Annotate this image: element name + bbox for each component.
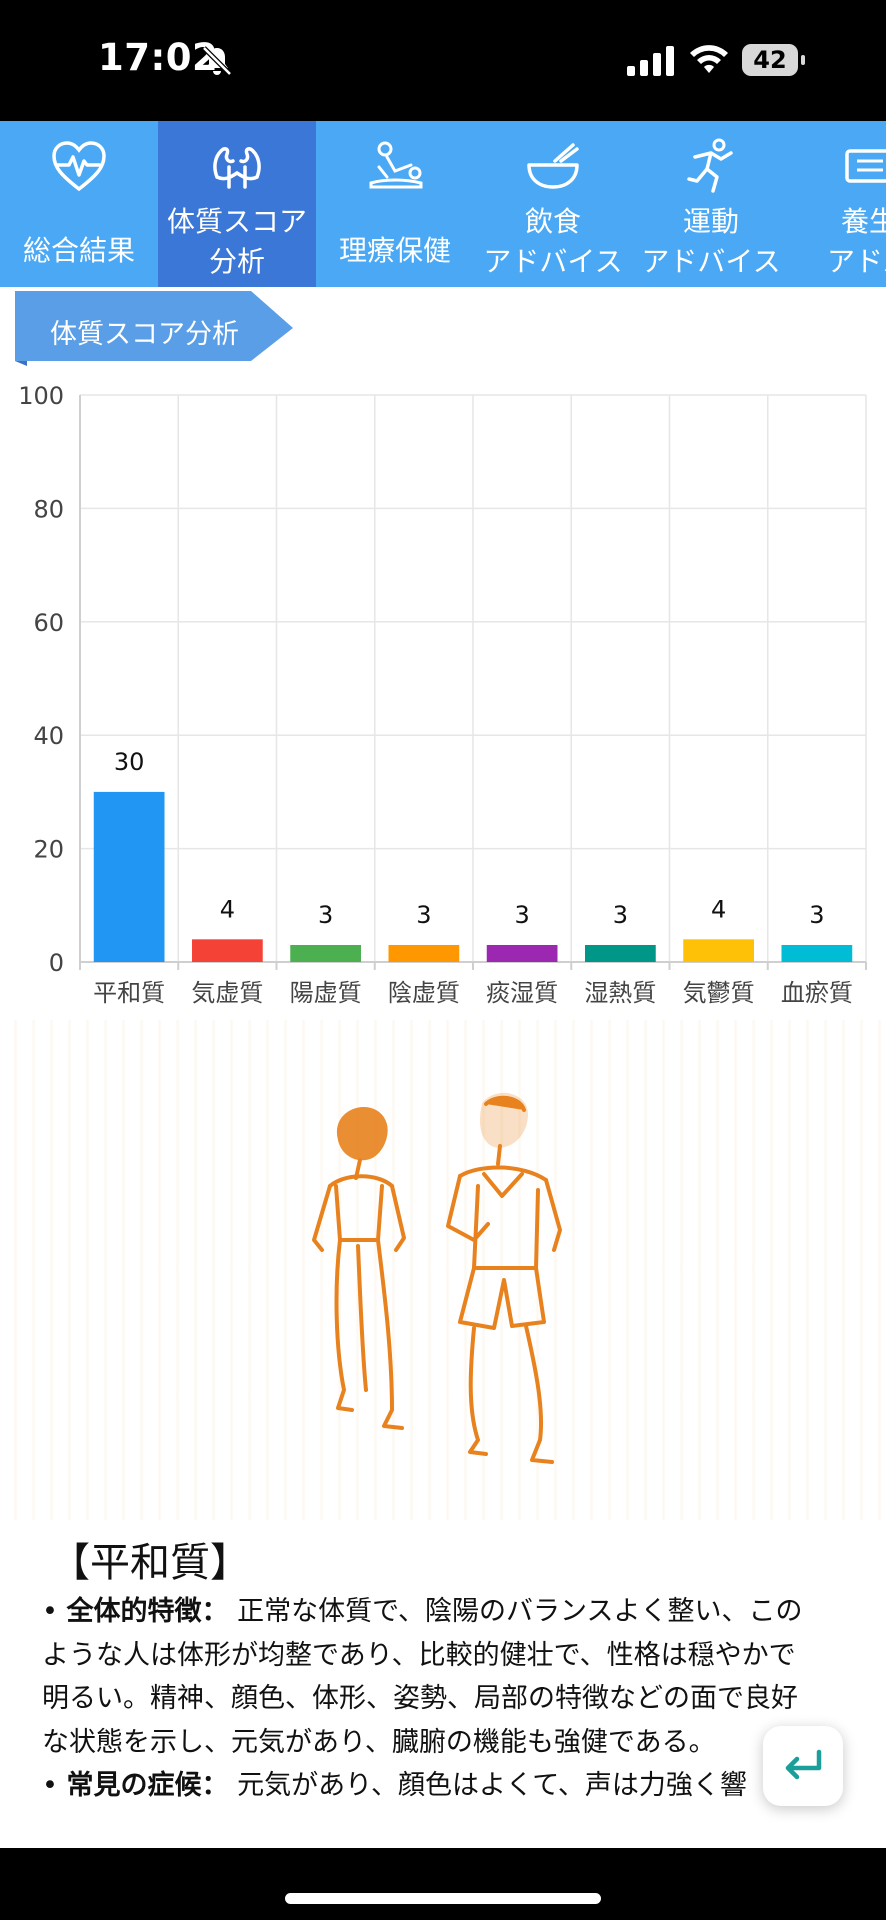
description-term: 全体的特徴： <box>66 1596 229 1627</box>
y-tick-label: 0 <box>49 949 64 977</box>
constitution-score-chart: 0 20 40 60 80 100 30 平和質 4 気虚質 3 陽虚質 3 陰虚質 3 痰湿質 3 湿熱質 4 気鬱… <box>18 382 867 1007</box>
bar-value-label: 3 <box>613 901 628 929</box>
x-tick-label: 痰湿質 <box>486 979 558 1007</box>
bar <box>486 944 558 962</box>
bar-value-label: 3 <box>318 901 333 929</box>
y-tick-label: 40 <box>33 722 64 750</box>
wifi-icon <box>690 45 728 73</box>
constitution-description: • 全体的特徴： 正常な体質で、陰陽のバランスよく整い、このような人は体形が均整… <box>42 1590 822 1808</box>
battery-indicator: 42 <box>742 44 806 76</box>
bar-value-label: 3 <box>416 901 431 929</box>
bar <box>192 939 263 962</box>
tab-physiotherapy[interactable]: 理療保健 <box>316 121 474 287</box>
return-button[interactable] <box>763 1726 843 1806</box>
y-tick-label: 60 <box>33 609 64 637</box>
massage-icon <box>369 141 423 189</box>
x-tick-label: 気鬱質 <box>683 979 755 1007</box>
description-text: 元気があり、顔色はよくて、声は力強く響 <box>237 1770 747 1801</box>
bar-value-label: 3 <box>514 901 529 929</box>
bar <box>388 944 460 962</box>
description-paragraph: • 全体的特徴： 正常な体質で、陰陽のバランスよく整い、このような人は体形が均整… <box>42 1596 803 1758</box>
cellular-signal-icon <box>627 46 674 76</box>
bowl-icon <box>527 143 579 189</box>
x-tick-label: 陽虚質 <box>290 979 362 1007</box>
bar <box>290 944 361 962</box>
bar <box>683 939 754 962</box>
description-term: 常見の症候： <box>66 1770 229 1801</box>
y-tick-label: 20 <box>33 836 64 864</box>
section-title: 体質スコア分析 <box>50 319 239 350</box>
x-tick-label: 平和質 <box>93 979 165 1007</box>
tab-label: 総合結果 <box>22 234 135 267</box>
bar <box>781 944 853 962</box>
tab-label-line-1: 飲食 <box>524 205 581 238</box>
tab-label-line-2: 分析 <box>208 245 265 278</box>
heart-pulse-icon <box>52 141 106 192</box>
illustration-background <box>0 1020 886 1520</box>
bar <box>585 944 656 962</box>
description-paragraph: • 常見の症候： 元気があり、顔色はよくて、声は力強く響 <box>42 1770 747 1801</box>
return-arrow-icon <box>785 1749 822 1780</box>
x-tick-label: 陰虚質 <box>388 979 460 1007</box>
bar-value-label: 4 <box>711 895 726 923</box>
bar <box>93 791 165 962</box>
description-text: 正常な体質で、陰陽のバランスよく整い、このような人は体形が均整であり、比較的健壮… <box>42 1596 803 1758</box>
battery-level: 42 <box>753 46 787 74</box>
bar-value-label: 30 <box>114 748 145 776</box>
clock: 17:02 <box>98 36 219 79</box>
tab-health-care-advice[interactable]: 養生 アドバ <box>790 121 886 287</box>
tab-label-line-1: 運動 <box>682 205 739 238</box>
bar-value-label: 3 <box>809 901 824 929</box>
tab-label: 理療保健 <box>338 234 451 267</box>
section-ribbon <box>15 291 293 366</box>
y-tick-label: 100 <box>18 382 64 410</box>
home-indicator[interactable] <box>285 1893 601 1904</box>
x-tick-label: 血瘀質 <box>781 979 853 1007</box>
running-icon <box>687 138 733 193</box>
tab-diet-advice[interactable]: 飲食 アドバイス <box>474 121 632 287</box>
muscle-icon <box>213 147 261 189</box>
status-bar: 17:02 42 <box>0 0 886 121</box>
category-tab-bar: 総合結果 体質スコア 分析 理療保健 飲食 アドバイス <box>0 121 886 287</box>
tab-label-line-2: アドバ <box>826 245 886 278</box>
book-icon <box>845 149 886 183</box>
tab-label-line-2: アドバイス <box>641 245 781 278</box>
bar-value-label: 4 <box>220 895 235 923</box>
x-tick-label: 気虚質 <box>191 979 263 1007</box>
tab-exercise-advice[interactable]: 運動 アドバイス <box>632 121 790 287</box>
tab-overall-results[interactable]: 総合結果 <box>0 121 158 287</box>
silent-bell-icon <box>202 46 232 76</box>
jogging-couple-illustration <box>312 1093 562 1464</box>
tab-label-line-1: 養生 <box>840 205 886 238</box>
tab-label-line-1: 体質スコア <box>166 205 307 238</box>
constitution-title: 【平和質】 <box>50 1540 250 1586</box>
tab-label-line-2: アドバイス <box>483 245 623 278</box>
home-indicator-area <box>0 1848 886 1920</box>
x-tick-label: 湿熱質 <box>584 979 656 1007</box>
y-tick-label: 80 <box>33 495 64 523</box>
tab-constitution-score[interactable]: 体質スコア 分析 <box>158 121 316 287</box>
